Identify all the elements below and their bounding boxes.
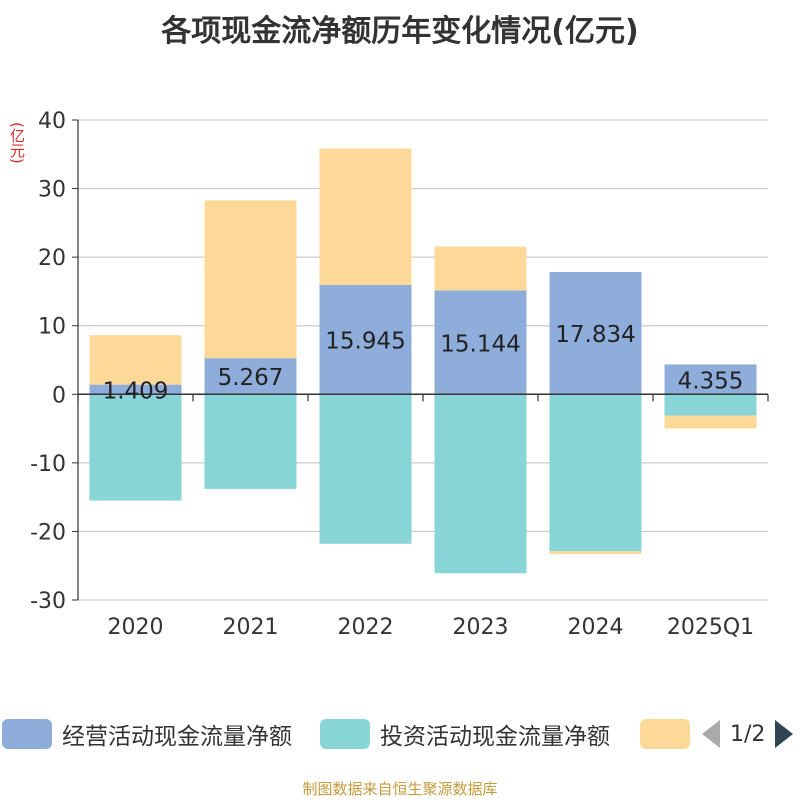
bar-series1-2022 xyxy=(319,284,412,395)
y-tick-label: 40 xyxy=(38,109,66,134)
bar-series2-2020 xyxy=(89,394,182,501)
bar-series1-2020 xyxy=(89,384,182,395)
legend-swatch-third xyxy=(640,719,690,749)
x-tick-label: 2025Q1 xyxy=(667,615,754,640)
legend-pager: 1/2 xyxy=(702,716,794,752)
bar-series2-2024 xyxy=(549,394,642,552)
legend-page-indicator: 1/2 xyxy=(730,721,766,747)
legend-swatch-operating xyxy=(2,719,52,749)
x-tick-label: 2022 xyxy=(338,615,394,640)
y-tick-label: 0 xyxy=(52,383,66,408)
x-tick-label: 2020 xyxy=(108,615,164,640)
data-label: 15.945 xyxy=(325,329,405,355)
bar-series3-2024 xyxy=(549,551,642,555)
bar-series2-2023 xyxy=(434,394,527,574)
y-tick-label: 20 xyxy=(38,246,66,271)
bar-series3-2025Q1 xyxy=(664,415,757,429)
x-tick-label: 2024 xyxy=(568,615,624,640)
bar-series3-2022 xyxy=(319,148,412,285)
legend-item-investing[interactable]: 投资活动现金流量净额 xyxy=(320,716,610,752)
legend-item-third[interactable] xyxy=(640,716,700,752)
y-tick-label: -30 xyxy=(30,589,66,614)
legend-next-arrow-icon[interactable] xyxy=(775,720,794,748)
bar-series1-2024 xyxy=(549,271,642,395)
y-tick-label: 10 xyxy=(38,315,66,340)
legend-swatch-investing xyxy=(320,719,370,749)
chart-title: 各项现金流净额历年变化情况(亿元) xyxy=(161,14,639,49)
y-tick-label: -10 xyxy=(30,452,66,477)
data-label: 17.834 xyxy=(555,322,635,348)
y-tick-label: 30 xyxy=(38,178,66,203)
legend-label-investing: 投资活动现金流量净额 xyxy=(380,724,610,750)
bar-series1-2025Q1 xyxy=(664,364,757,395)
legend-label-operating: 经营活动现金流量净额 xyxy=(62,724,292,750)
bar-series2-2025Q1 xyxy=(664,394,757,416)
bar-series2-2021 xyxy=(204,394,297,489)
bar-series2-2022 xyxy=(319,394,412,544)
x-tick-label: 2021 xyxy=(223,615,279,640)
bar-series3-2023 xyxy=(434,246,527,291)
data-label: 15.144 xyxy=(440,331,520,357)
x-tick-label: 2023 xyxy=(453,615,509,640)
bar-series3-2020 xyxy=(89,335,182,385)
source-footer: 制图数据来自恒生聚源数据库 xyxy=(302,780,498,798)
y-tick-label: -20 xyxy=(30,520,66,545)
legend-prev-arrow-icon[interactable] xyxy=(702,720,720,748)
data-label: 5.267 xyxy=(218,365,284,391)
bar-series1-2021 xyxy=(204,358,297,395)
data-label: 4.355 xyxy=(678,368,744,394)
bar-series1-2023 xyxy=(434,290,527,395)
data-label: 1.409 xyxy=(103,378,169,404)
legend-item-operating[interactable]: 经营活动现金流量净额 xyxy=(2,716,292,752)
y-axis-unit: (亿元) xyxy=(8,122,26,164)
bar-series3-2021 xyxy=(204,200,297,359)
legend: 经营活动现金流量净额 投资活动现金流量净额 1/2 xyxy=(0,716,800,752)
bar-chart: -30 -20 -10 0 10 20 30 40 1.409 5.267 15.945 15.144… xyxy=(30,109,769,640)
